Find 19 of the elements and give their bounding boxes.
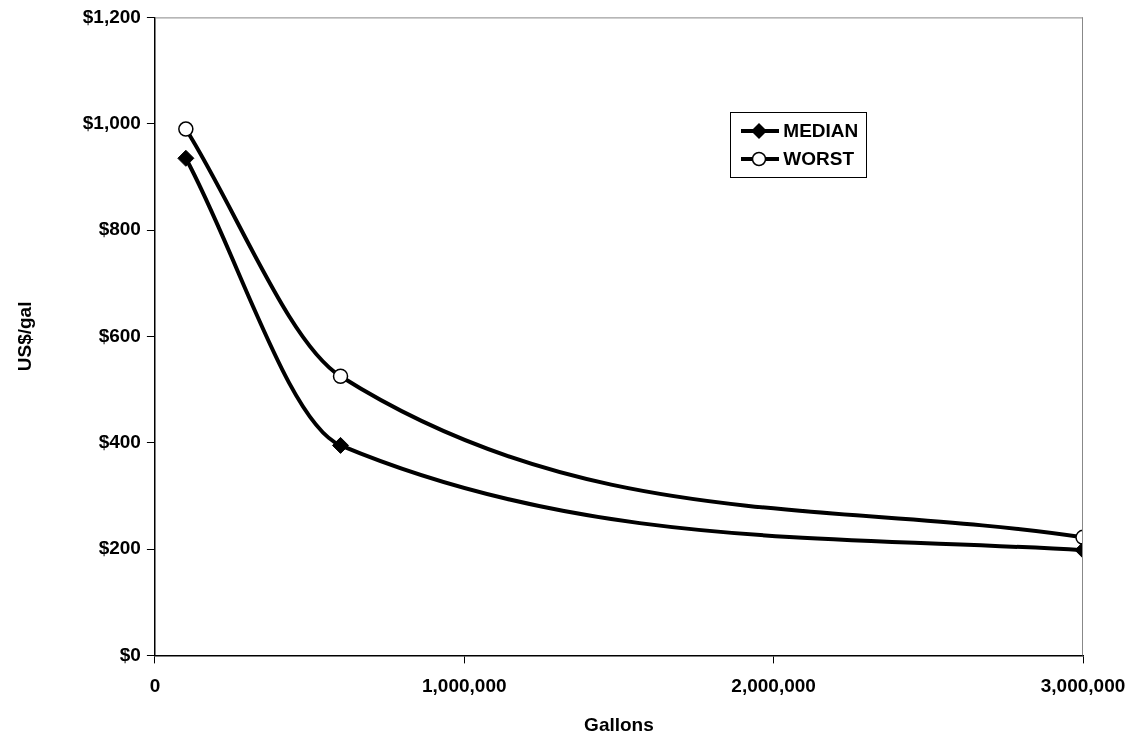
- y-tick-label: $1,200: [82, 5, 141, 27]
- x-tick-label: 0: [149, 675, 161, 697]
- y-tick-label: $800: [98, 218, 141, 240]
- point: [177, 149, 195, 167]
- y-tick-label: $0: [119, 643, 141, 665]
- y-tick-label: $400: [98, 430, 141, 452]
- point: [332, 368, 349, 385]
- point: [332, 436, 350, 454]
- point: [178, 121, 194, 137]
- x-axis-title: Gallons: [584, 713, 654, 735]
- y-axis-title: US$/gal: [13, 301, 35, 372]
- x-tick-label: 3,000,000: [1040, 675, 1126, 697]
- y-tick-label: $200: [98, 537, 141, 559]
- legend-label: MEDIAN: [783, 119, 859, 144]
- legend-label: WORST: [783, 147, 855, 172]
- x-tick-label: 2,000,000: [731, 675, 816, 697]
- x-tick-label: 1,000,000: [422, 675, 507, 697]
- y-tick-label: $600: [98, 324, 141, 346]
- y-tick-label: $1,000: [82, 111, 141, 133]
